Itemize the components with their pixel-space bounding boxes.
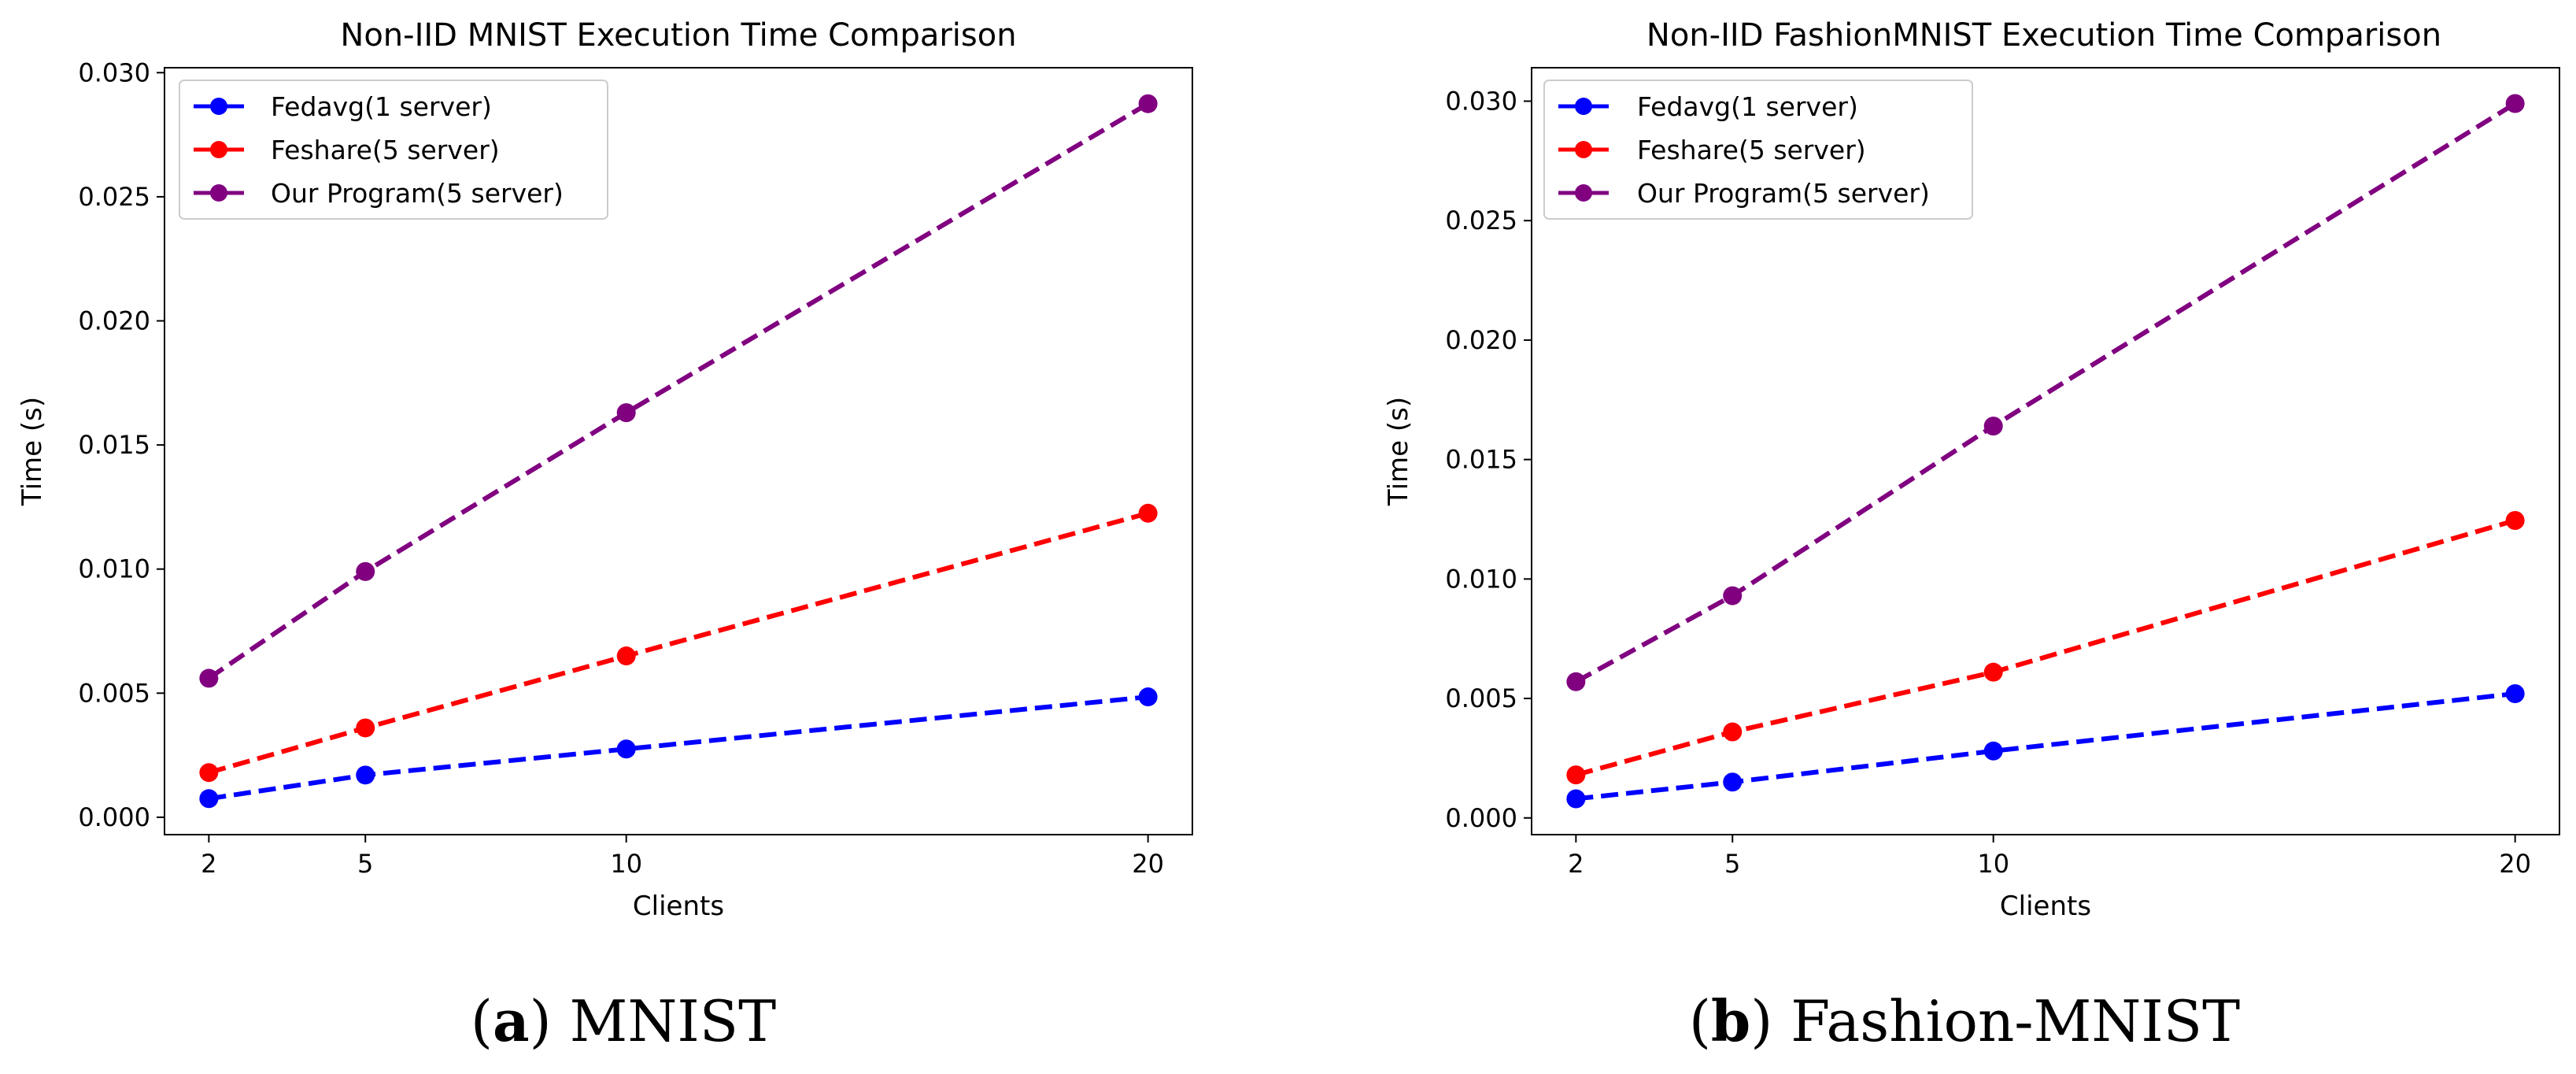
data-point-fedavg: [616, 739, 636, 759]
y-tick-label: 0.015: [1445, 445, 1517, 475]
legend-marker-our-program: [1575, 184, 1592, 202]
legend-label-our-program: Our Program(5 server): [1637, 178, 1930, 209]
x-tick-label: 2: [201, 849, 216, 879]
legend-marker-fedavg: [210, 98, 227, 115]
legend-label-feshare: Feshare(5 server): [271, 135, 500, 165]
legend-label-feshare: Feshare(5 server): [1637, 135, 1866, 165]
data-point-our-program: [1983, 417, 2003, 436]
y-tick-label: 0.025: [1445, 206, 1517, 235]
x-axis-ticks: 2 5 10 20: [1568, 835, 2531, 879]
panel-caption: (a) MNIST: [471, 987, 776, 1054]
legend-marker-feshare: [1575, 141, 1592, 158]
data-point-our-program: [356, 561, 375, 581]
x-tick-label: 20: [1132, 849, 1164, 879]
legend-entry-our-program: Our Program(5 server): [1558, 178, 1930, 209]
caption-letter: a: [493, 987, 530, 1054]
plot-frame: [1531, 67, 2560, 835]
y-tick-label: 0.000: [1445, 803, 1517, 833]
data-point-feshare: [1566, 765, 1586, 785]
y-tick-label: 0.010: [1445, 564, 1517, 594]
legend-entry-our-program: Our Program(5 server): [194, 178, 564, 209]
data-point-our-program: [616, 403, 636, 423]
x-axis-ticks: 2 5 10 20: [201, 835, 1164, 879]
legend: Fedavg(1 server) Feshare(5 server) Our P…: [179, 80, 608, 220]
x-tick-label: 20: [2499, 849, 2531, 879]
panel-b: Non-IID FashionMNIST Execution Time Comp…: [1383, 17, 2560, 1054]
panel-caption: (b) Fashion-MNIST: [1689, 987, 2240, 1054]
series-line-our-program: [1574, 101, 2517, 684]
data-point-fedavg: [1723, 772, 1743, 792]
caption-text: Fashion-MNIST: [1772, 988, 2240, 1054]
data-point-our-program: [1138, 94, 1158, 113]
legend-label-fedavg: Fedavg(1 server): [1637, 91, 1858, 122]
y-axis-ticks: 0.000 0.005 0.010 0.015 0.020 0.025 0.030: [78, 57, 164, 832]
data-point-feshare: [1723, 722, 1743, 742]
x-tick-label: 5: [1724, 849, 1740, 879]
y-axis-ticks: 0.000 0.005 0.010 0.015 0.020 0.025 0.030: [1445, 86, 1532, 833]
legend-entry-feshare: Feshare(5 server): [1558, 135, 1866, 165]
x-tick-label: 2: [1568, 849, 1584, 879]
legend: Fedavg(1 server) Feshare(5 server) Our P…: [1543, 80, 1973, 220]
data-point-our-program: [1566, 672, 1586, 691]
panel-a: Non-IID MNIST Execution Time Comparison …: [17, 17, 1193, 1054]
legend-marker-our-program: [210, 184, 227, 202]
y-tick-label: 0.025: [78, 182, 150, 212]
y-tick-label: 0.020: [78, 306, 150, 336]
data-point-fedavg: [356, 765, 375, 785]
legend-box: [179, 80, 608, 220]
legend-entry-feshare: Feshare(5 server): [194, 135, 500, 165]
series-line-fedavg: [208, 694, 1148, 802]
legend-box: [1543, 80, 1973, 220]
legend-marker-feshare: [210, 141, 227, 158]
data-point-fedavg: [1983, 741, 2003, 761]
plot-frame: [164, 67, 1193, 835]
chart-title: Non-IID MNIST Execution Time Comparison: [340, 17, 1016, 54]
y-tick-label: 0.010: [78, 554, 150, 584]
y-axis-label: Time (s): [1383, 397, 1414, 506]
legend-entry-fedavg: Fedavg(1 server): [194, 91, 492, 122]
data-point-our-program: [1723, 586, 1743, 606]
x-tick-label: 10: [1977, 849, 2009, 879]
data-point-fedavg: [1566, 789, 1586, 809]
data-point-feshare: [1138, 503, 1158, 523]
data-point-fedavg: [199, 789, 219, 809]
caption-letter: b: [1711, 987, 1750, 1054]
data-point-feshare: [2505, 510, 2525, 530]
data-point-our-program: [2505, 94, 2525, 113]
y-tick-label: 0.020: [1445, 325, 1517, 355]
y-tick-label: 0.005: [1445, 683, 1517, 713]
y-tick-label: 0.030: [78, 57, 150, 87]
data-point-feshare: [1983, 662, 2003, 682]
x-tick-label: 5: [357, 849, 373, 879]
legend-marker-fedavg: [1575, 98, 1592, 115]
data-point-our-program: [199, 668, 219, 688]
data-point-fedavg: [2505, 683, 2525, 703]
data-point-feshare: [356, 718, 375, 738]
data-point-feshare: [199, 763, 219, 783]
y-tick-label: 0.005: [78, 678, 150, 708]
caption-text: MNIST: [552, 988, 776, 1054]
series-line-feshare: [1575, 518, 2516, 778]
series-points: [199, 94, 1158, 809]
series-line-fedavg: [1576, 691, 2515, 802]
y-tick-label: 0.030: [1445, 86, 1517, 116]
chart-title: Non-IID FashionMNIST Execution Time Comp…: [1646, 17, 2441, 54]
series-lines: [207, 102, 1150, 802]
y-tick-label: 0.015: [78, 430, 150, 460]
x-axis-label: Clients: [2000, 891, 2091, 922]
x-tick-label: 10: [610, 849, 642, 879]
y-tick-label: 0.000: [78, 802, 150, 832]
legend-entry-fedavg: Fedavg(1 server): [1558, 91, 1858, 122]
y-axis-label: Time (s): [17, 397, 48, 506]
series-lines: [1574, 101, 2517, 802]
data-point-feshare: [616, 646, 636, 666]
series-points: [1566, 94, 2525, 809]
legend-label-fedavg: Fedavg(1 server): [271, 91, 492, 122]
legend-label-our-program: Our Program(5 server): [271, 178, 564, 209]
x-axis-label: Clients: [633, 891, 724, 922]
series-line-our-program: [207, 102, 1150, 680]
data-point-fedavg: [1138, 687, 1158, 707]
series-line-feshare: [208, 510, 1149, 776]
